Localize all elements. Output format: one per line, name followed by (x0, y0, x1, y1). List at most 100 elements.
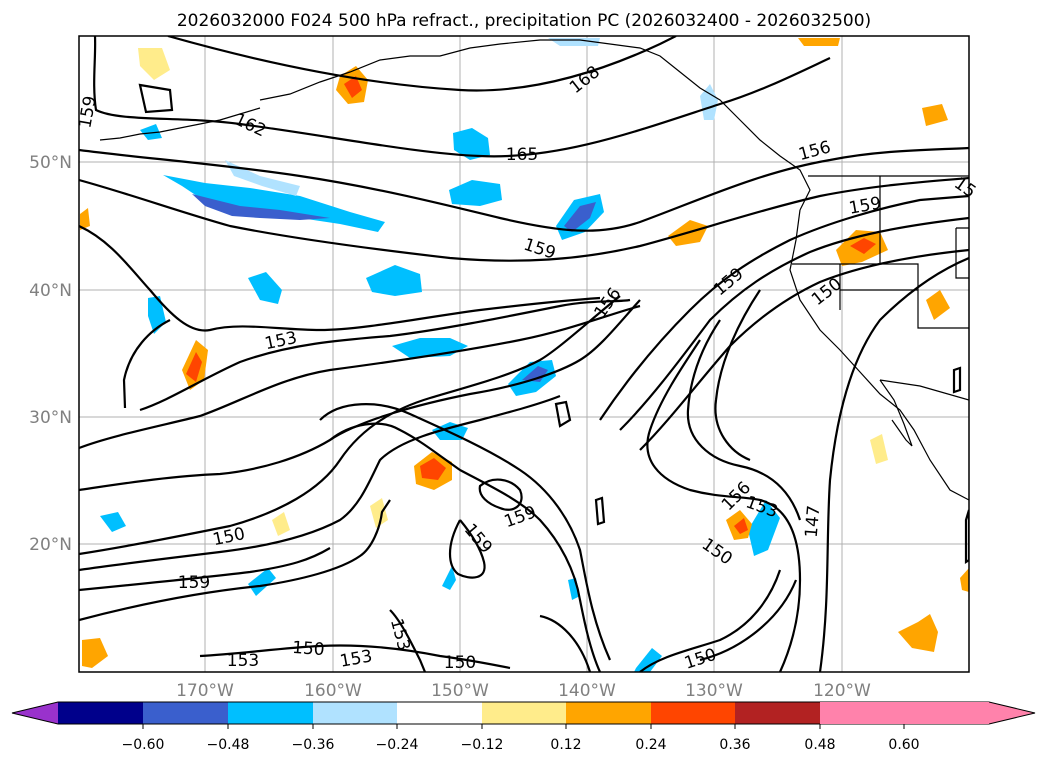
precip-area (186, 352, 202, 382)
contour-line (79, 304, 641, 450)
lat-labels: 50°N 40°N 30°N 20°N (29, 153, 72, 555)
precip-shading (80, 38, 969, 672)
precip-area (898, 614, 938, 652)
contour-label: 153 (227, 651, 259, 671)
coastline-north-america (789, 209, 969, 501)
border-mexico (879, 379, 969, 401)
lat-label: 20°N (29, 535, 72, 555)
contour-line (79, 499, 391, 622)
coastline-alaska (259, 39, 811, 211)
colorbar-segment (228, 702, 313, 724)
lon-label: 130°W (685, 681, 743, 701)
contour-line (79, 224, 601, 332)
lon-label: 170°W (176, 681, 234, 701)
precip-area (634, 648, 662, 672)
colorbar-extend-high (989, 702, 1035, 724)
colorbar-segment (397, 702, 482, 724)
colorbar-tick-label: −0.48 (207, 737, 250, 753)
colorbar-tick-label: 0.48 (804, 737, 835, 753)
colorbar-segment (143, 702, 228, 724)
contour-line (93, 36, 831, 158)
precip-area (420, 458, 446, 480)
colorbar-tick-label: 0.24 (635, 737, 666, 753)
map-panel (78, 35, 970, 673)
precip-area (734, 518, 748, 534)
colorbar-segment (313, 702, 397, 724)
precip-area (366, 265, 422, 296)
precip-area (140, 124, 162, 140)
colorbar-ticks (142, 724, 905, 729)
contour-line (964, 509, 969, 565)
colorbar-segment (651, 702, 735, 724)
coastline-baja (879, 379, 913, 447)
precip-area (442, 566, 456, 590)
contour-label: 165 (506, 145, 538, 165)
contour-line (619, 216, 969, 431)
colorbar-segment (482, 702, 566, 724)
precip-area (192, 194, 330, 220)
precip-area (449, 180, 502, 206)
figure-title: 2026032000 F024 500 hPa refract., precip… (177, 11, 871, 31)
contour-line (79, 176, 969, 262)
precip-area (700, 84, 718, 120)
colorbar-extend-low (12, 702, 58, 724)
precip-area (453, 128, 490, 160)
contour-line (79, 299, 641, 492)
contour-line (79, 146, 969, 232)
precip-area (960, 568, 969, 592)
contour-line (79, 295, 621, 556)
contour-line (639, 248, 969, 451)
map-content (79, 36, 969, 672)
contour-label: 150 (291, 638, 325, 660)
precip-area (748, 500, 780, 556)
contour-line (448, 519, 486, 579)
contour-line (699, 579, 798, 662)
precip-area (272, 512, 290, 536)
colorbar-tick-label: 0.12 (550, 737, 581, 753)
contour-line (714, 289, 761, 462)
precip-area (870, 434, 888, 464)
contour-line (167, 36, 677, 92)
colorbar-tick-label: −0.36 (292, 737, 335, 753)
contour-line (79, 394, 561, 572)
lat-label: 30°N (29, 408, 72, 428)
contour-label: 159 (178, 573, 210, 593)
contour-line (639, 569, 782, 672)
lon-label: 140°W (558, 681, 616, 701)
colorbar: −0.60 −0.48 −0.36 −0.24 −0.12 0.12 0.24 … (11, 701, 1036, 753)
contour-line (122, 319, 171, 409)
precip-area (248, 568, 276, 596)
precip-area (248, 272, 282, 304)
colorbar-tick-label: 0.60 (888, 737, 919, 753)
contour-line (138, 83, 174, 114)
contour-line (389, 609, 427, 672)
contour-label: 147 (802, 505, 825, 539)
contour-line (539, 614, 592, 672)
lat-label: 50°N (29, 153, 72, 173)
precip-area (82, 638, 108, 668)
contour-line (646, 339, 802, 672)
lon-label: 150°W (431, 681, 489, 701)
colorbar-segment (735, 702, 820, 724)
map-frame (78, 35, 970, 673)
precip-area (522, 366, 548, 382)
precip-area (850, 238, 876, 254)
precip-area (926, 290, 950, 320)
precip-area (798, 38, 840, 46)
contour-line (199, 644, 511, 670)
colorbar-tick-label: −0.12 (461, 737, 504, 753)
map-background (79, 36, 969, 672)
contour-line (79, 547, 331, 592)
contour-line (599, 194, 969, 421)
contour-line (686, 319, 802, 521)
refractivity-contours (79, 36, 969, 672)
precip-area (344, 76, 362, 98)
precip-area (80, 208, 90, 230)
colorbar-segment (820, 702, 904, 724)
precip-area (922, 104, 948, 126)
lat-label: 40°N (29, 281, 72, 301)
colorbar-segment (58, 702, 143, 724)
colorbar-tick-label: −0.60 (122, 737, 165, 753)
colorbar-outline (11, 701, 1036, 725)
